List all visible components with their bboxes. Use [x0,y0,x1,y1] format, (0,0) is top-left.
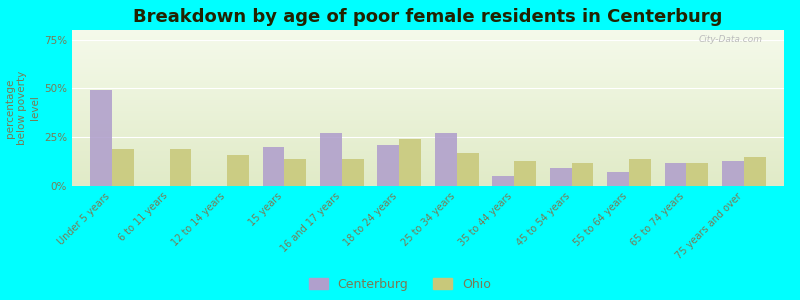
Bar [607,172,629,186]
Bar [378,145,399,186]
Bar [722,161,744,186]
Bar [514,161,536,186]
Bar [320,133,342,186]
Bar [492,176,514,186]
Bar [112,149,134,186]
Bar [686,163,708,186]
Bar [550,168,571,186]
Y-axis label: percentage
below poverty
level: percentage below poverty level [5,71,40,145]
Text: City-Data.com: City-Data.com [698,35,762,44]
Bar [227,155,249,186]
Bar [744,157,766,186]
Bar [170,149,191,186]
Bar [285,159,306,186]
Bar [262,147,285,186]
Bar [571,163,594,186]
Bar [399,139,421,186]
Legend: Centerburg, Ohio: Centerburg, Ohio [309,278,491,291]
Bar [342,159,364,186]
Bar [457,153,478,186]
Title: Breakdown by age of poor female residents in Centerburg: Breakdown by age of poor female resident… [134,8,722,26]
Bar [629,159,650,186]
Bar [665,163,686,186]
Bar [90,90,112,186]
Bar [435,133,457,186]
